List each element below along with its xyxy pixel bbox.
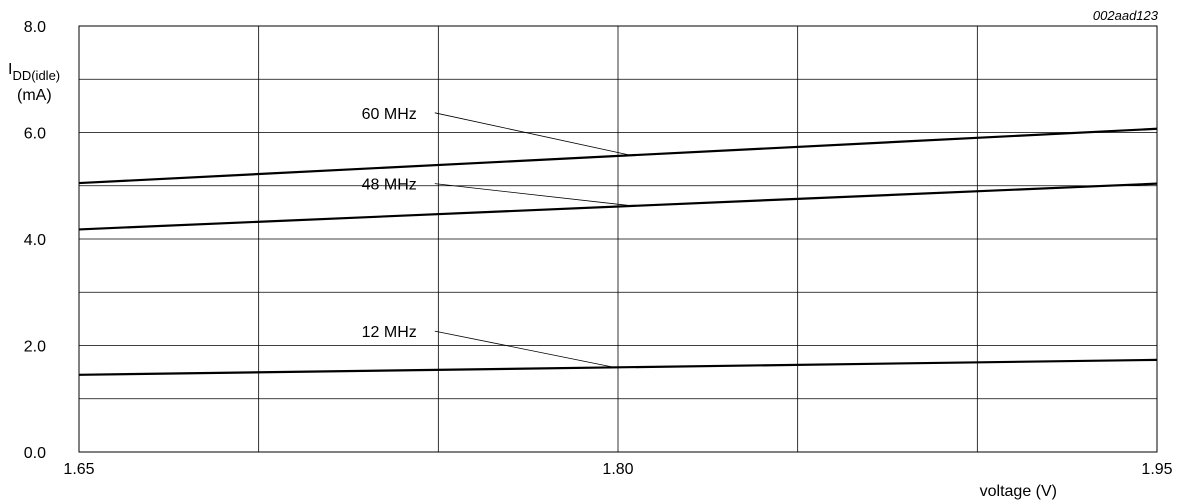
y-tick-label: 4.0: [24, 232, 46, 249]
series-line-1: [78, 127, 1158, 185]
series-leader-line: [434, 183, 629, 206]
series-leader-line: [434, 112, 629, 156]
y-axis-label-subscript: DD(idle): [12, 68, 60, 83]
y-tick-labels: 0.0 2.0 4.0 6.0 8.0: [24, 19, 46, 462]
y-axis-label: IDD(idle): [8, 61, 60, 83]
series-leader-line: [434, 330, 615, 368]
x-tick-labels: 1.65 1.80 1.95: [63, 461, 1172, 478]
plot-frame: [78, 25, 1158, 453]
series-label: 12 MHz: [362, 324, 417, 341]
x-axis-label: voltage (V): [980, 483, 1057, 500]
y-tick-label: 8.0: [24, 19, 46, 36]
y-axis-label-main: I: [8, 61, 12, 78]
y-tick-label: 6.0: [24, 126, 46, 143]
series-lines: 60 MHz 48 MHz 12 MHz: [78, 106, 1158, 376]
grid: [78, 25, 1158, 453]
y-axis-unit: (mA): [17, 87, 52, 104]
series-label: 48 MHz: [362, 177, 417, 194]
series-line-2: [78, 182, 1158, 231]
y-tick-label: 0.0: [24, 445, 46, 462]
x-tick-label: 1.95: [1141, 461, 1172, 478]
series-line-3: [78, 358, 1158, 376]
series-label: 60 MHz: [362, 106, 417, 123]
x-tick-label: 1.65: [63, 461, 94, 478]
figure-code: 002aad123: [1093, 8, 1159, 23]
x-tick-label: 1.80: [602, 461, 633, 478]
y-tick-label: 2.0: [24, 339, 46, 356]
